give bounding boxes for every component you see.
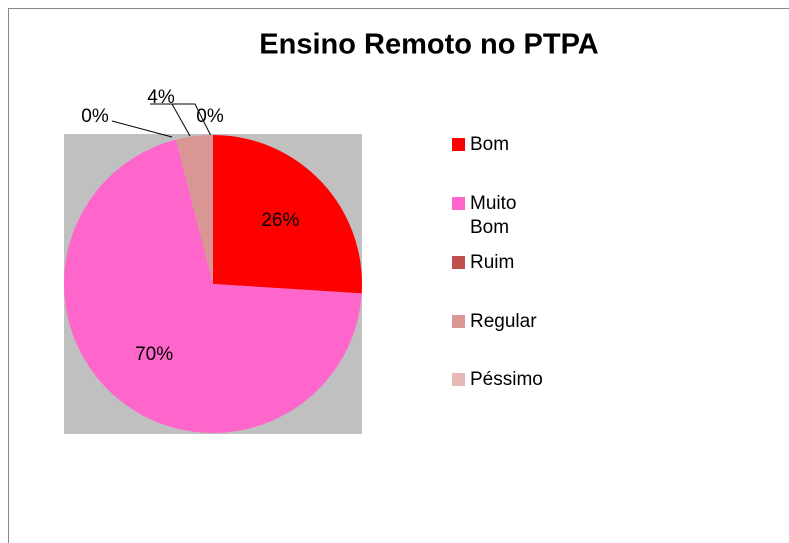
chart-frame: [8, 8, 789, 543]
legend-label: Bom: [470, 134, 510, 155]
data-label: 70%: [135, 344, 173, 365]
data-label: 26%: [261, 210, 299, 231]
legend-label: Ruim: [470, 252, 515, 273]
leader-line: [150, 103, 191, 137]
pie-slice: [64, 139, 362, 434]
legend-swatch: [452, 256, 465, 269]
leader-line: [162, 103, 212, 137]
data-label: 0%: [81, 106, 109, 127]
legend-item: Bom: [452, 133, 562, 157]
legend-label: Muito Bom: [470, 193, 517, 238]
legend-swatch: [452, 197, 465, 210]
pie-slice: [175, 135, 213, 284]
legend-label: Péssimo: [470, 369, 543, 390]
legend-swatch: [452, 138, 465, 151]
data-label: 0%: [196, 106, 224, 127]
legend-swatch: [452, 315, 465, 328]
legend-item: Ruim: [452, 251, 562, 275]
data-label: 4%: [147, 87, 175, 108]
pie-slice: [213, 135, 362, 294]
legend-item: Regular: [452, 310, 562, 334]
legend-swatch: [452, 373, 465, 386]
legend-label: Regular: [470, 311, 537, 332]
leader-line: [111, 120, 173, 138]
chart-title: Ensino Remoto no PTPA: [259, 29, 598, 61]
legend-item: Péssimo: [452, 368, 562, 392]
legend-item: Muito Bom: [452, 192, 562, 240]
